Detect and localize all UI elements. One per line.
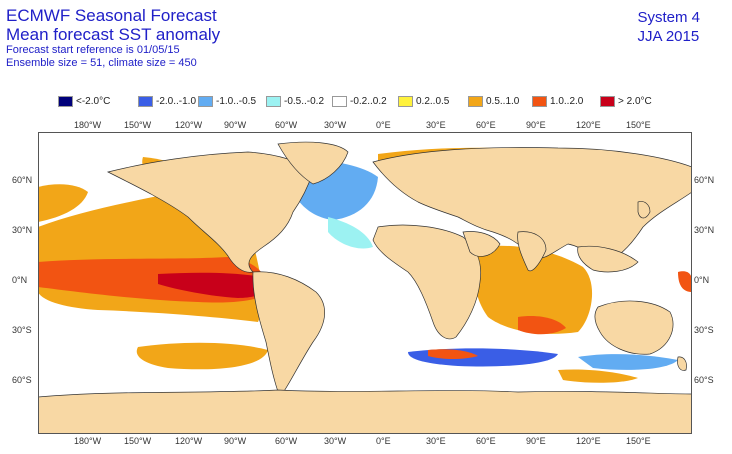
longitude-label-top: 30°W (324, 120, 347, 130)
longitude-label-bottom: 150°E (626, 436, 651, 446)
longitude-label-bottom: 30°E (426, 436, 446, 446)
longitude-label-bottom: 90°W (224, 436, 247, 446)
anomaly-warm-east-edge (678, 271, 692, 292)
longitude-label-top: 90°W (224, 120, 247, 130)
chart-subtitle: Mean forecast SST anomaly (6, 25, 221, 44)
anomaly-warm-south-pacific (136, 342, 268, 370)
legend-label: 1.0..2.0 (550, 95, 584, 107)
ensemble-size-info: Ensemble size = 51, climate size = 450 (6, 57, 197, 69)
anomaly-cool-south-east (578, 354, 678, 370)
legend-swatch (468, 95, 483, 107)
map-frame (38, 132, 692, 434)
longitude-label-top: 60°W (275, 120, 298, 130)
longitude-label-bottom: 60°W (275, 436, 298, 446)
land-south-america (252, 271, 325, 398)
legend-item: -1.0..-0.5 (198, 94, 256, 108)
land-new-zealand (677, 356, 687, 371)
latitude-label-right: 60°N (694, 175, 715, 185)
legend-swatch (532, 95, 547, 107)
legend-swatch (138, 95, 153, 107)
anomaly-strong-indian (518, 316, 566, 335)
legend-label: 0.2..0.5 (416, 95, 450, 107)
land-australia (594, 300, 674, 355)
anomaly-warm-indian (473, 245, 593, 334)
legend-item: -0.2..0.2 (332, 94, 387, 108)
latitude-label-right: 60°S (694, 375, 714, 385)
land-southeast-asia (577, 245, 639, 273)
latitude-label-left: 60°N (12, 175, 33, 185)
system-label: System 4 (637, 9, 700, 26)
longitude-label-top: 30°E (426, 120, 446, 130)
legend-item: -2.0..-1.0 (138, 94, 196, 108)
longitude-label-bottom: 30°W (324, 436, 347, 446)
land-antarctica (38, 389, 692, 434)
anomaly-warm-south-east (558, 369, 638, 383)
chart-title: ECMWF Seasonal Forecast (6, 6, 217, 25)
longitude-label-bottom: 120°W (175, 436, 203, 446)
longitude-label-top: 60°E (476, 120, 496, 130)
land-greenland (277, 141, 349, 185)
legend-label: -0.2..0.2 (350, 95, 387, 107)
longitude-label-top: 180°W (74, 120, 102, 130)
anomaly-extreme-pacific (158, 272, 267, 298)
legend-swatch (266, 95, 281, 107)
legend-label: -0.5..-0.2 (284, 95, 325, 107)
legend-item: 0.2..0.5 (398, 94, 449, 108)
anomaly-warm-west-pacific (38, 184, 88, 222)
longitude-label-bottom: 60°E (476, 436, 496, 446)
system-block: System 4 JJA 2015 (637, 8, 700, 46)
legend-label: -1.0..-0.5 (216, 95, 257, 107)
land-japan (637, 201, 651, 219)
legend-label: 0.5..1.0 (486, 95, 520, 107)
sst-anomaly-map (38, 132, 692, 434)
latitude-label-left: 30°N (12, 225, 33, 235)
latitude-label-right: 0°N (694, 275, 710, 285)
latitude-label-right: 30°N (694, 225, 715, 235)
legend-item: 1.0..2.0 (532, 94, 583, 108)
land-africa (372, 224, 482, 340)
longitude-label-top: 150°W (124, 120, 152, 130)
longitude-label-bottom: 150°W (124, 436, 152, 446)
longitude-label-bottom: 90°E (526, 436, 546, 446)
longitude-label-top: 120°W (175, 120, 203, 130)
legend-label: -2.0..-1.0 (156, 95, 197, 107)
legend-item: -0.5..-0.2 (266, 94, 324, 108)
legend-item: <-2.0°C (58, 94, 110, 108)
title-block: ECMWF Seasonal Forecast Mean forecast SS… (6, 6, 220, 70)
anomaly-cool-atlantic-subtropics (328, 217, 373, 249)
land-india (517, 231, 547, 272)
legend-label: <-2.0°C (76, 95, 111, 107)
anomaly-strong-southern-ocean (428, 349, 478, 359)
latitude-label-left: 60°S (12, 375, 32, 385)
legend-item: 0.5..1.0 (468, 94, 519, 108)
forecast-start-info: Forecast start reference is 01/05/15 (6, 44, 180, 56)
season-label: JJA 2015 (637, 28, 700, 45)
latitude-label-right: 30°S (694, 325, 714, 335)
longitude-label-bottom: 180°W (74, 436, 102, 446)
legend-swatch (600, 95, 615, 107)
legend-swatch (198, 95, 213, 107)
legend-swatch (332, 95, 347, 107)
longitude-label-bottom: 120°E (576, 436, 601, 446)
longitude-label-top: 120°E (576, 120, 601, 130)
land-north-america (106, 151, 314, 273)
longitude-label-top: 90°E (526, 120, 546, 130)
legend-swatch (398, 95, 413, 107)
latitude-label-left: 0°N (12, 275, 28, 285)
legend-swatch (58, 95, 73, 107)
longitude-label-top: 0°E (376, 120, 391, 130)
land-layer (38, 141, 692, 434)
longitude-label-top: 150°E (626, 120, 651, 130)
latitude-label-left: 30°S (12, 325, 32, 335)
longitude-label-bottom: 0°E (376, 436, 391, 446)
land-arabia (462, 231, 501, 257)
legend-label: > 2.0°C (618, 95, 652, 107)
legend-item: > 2.0°C (600, 94, 652, 108)
